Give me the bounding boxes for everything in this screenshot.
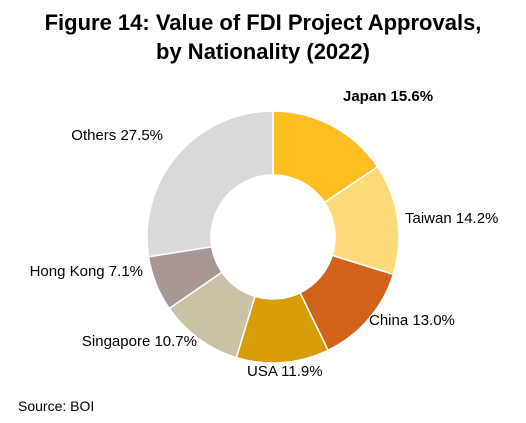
data-label-usa: USA 11.9% [247, 363, 323, 380]
data-label-hong-kong: Hong Kong 7.1% [30, 263, 143, 280]
chart-title-line-1: Figure 14: Value of FDI Project Approval… [44, 10, 482, 35]
data-label-singapore: Singapore 10.7% [82, 333, 197, 350]
data-label-taiwan: Taiwan 14.2% [405, 210, 498, 227]
data-label-others: Others 27.5% [71, 127, 163, 144]
slice-others [146, 110, 274, 258]
data-label-china: China 13.0% [369, 312, 455, 329]
source-note: Source: BOI [18, 398, 95, 414]
data-label-japan: Japan 15.6% [343, 88, 433, 105]
chart-title-line-2: by Nationality (2022) [156, 39, 370, 64]
chart-title: Figure 14: Value of FDI Project Approval… [0, 8, 526, 66]
